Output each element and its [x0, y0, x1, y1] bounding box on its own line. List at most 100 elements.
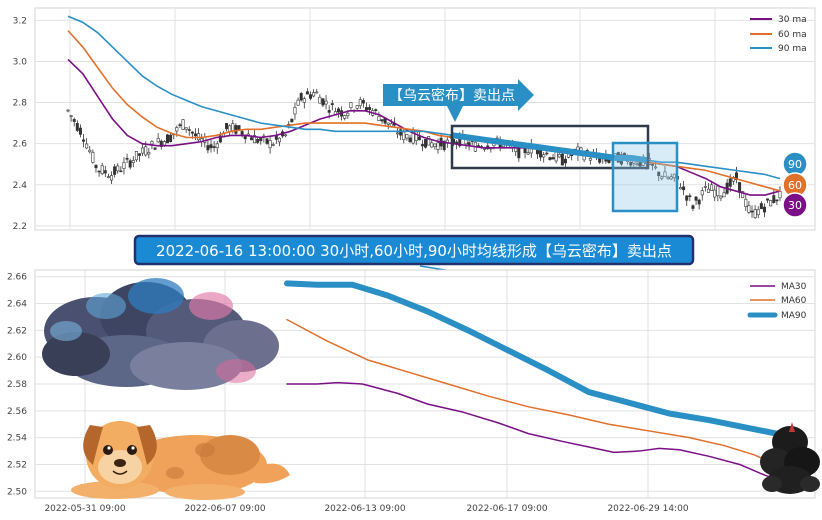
badge-30 [782, 192, 808, 218]
candle-body [134, 151, 138, 161]
candle-body [225, 123, 229, 130]
candle-body [551, 157, 555, 160]
candle-body [78, 127, 82, 135]
badge-90-label: 90 [788, 158, 802, 171]
candle-body [218, 135, 222, 143]
candle-body [231, 123, 235, 132]
candle-body [91, 151, 95, 163]
candle-body [131, 160, 135, 163]
candle-body [69, 115, 73, 117]
candle-body [685, 195, 689, 201]
candle-body [66, 109, 70, 112]
top-y-tick-label: 2.8 [13, 99, 28, 109]
candle-body [106, 176, 110, 178]
candle-body [315, 91, 319, 94]
candle-body [212, 146, 216, 148]
legend-label-60ma: 60 ma [778, 30, 807, 40]
candle-body [324, 100, 328, 105]
bottom-ma-lines [284, 280, 793, 484]
candle-body [147, 152, 151, 155]
candle-body [548, 157, 552, 160]
candle-body [249, 137, 253, 141]
candle-body [122, 162, 126, 169]
bottom-series-MA30 [286, 381, 791, 484]
top-series-90-ma [67, 15, 781, 180]
candle-body [309, 94, 313, 99]
candle-body [215, 143, 219, 149]
candle-body [386, 122, 390, 125]
candle-body [682, 186, 686, 191]
candle-body [190, 131, 194, 134]
candle-body [284, 134, 288, 137]
candle-body [380, 119, 384, 122]
candle-body [162, 141, 166, 146]
candle-body [420, 144, 424, 147]
bottom-y-tick-label: 2.54 [7, 434, 27, 444]
candle-body [399, 129, 403, 136]
candle-body [100, 165, 104, 175]
candle-body [716, 185, 720, 196]
bottom-x-tick-label: 2022-06-13 09:00 [324, 504, 405, 514]
candle-body [430, 142, 434, 148]
candle-body [545, 152, 549, 155]
bottom-y-tick-label: 2.52 [7, 460, 27, 470]
candle-body [769, 200, 773, 207]
candle-body [128, 160, 132, 168]
legend-label-MA90: MA90 [781, 311, 807, 321]
candle-body [759, 203, 763, 209]
candle-body [209, 144, 213, 149]
callout-text: 【乌云密布】卖出点 [389, 87, 515, 104]
candle-body [141, 147, 145, 154]
candle-body [436, 142, 440, 150]
candle-body [169, 134, 173, 143]
candle-body [756, 209, 760, 216]
candle-body [563, 158, 567, 164]
candle-body [119, 170, 123, 173]
dark-cloud-icon [760, 422, 820, 494]
candle-body [150, 141, 154, 145]
candle-body [396, 132, 400, 135]
badge-60-label: 60 [788, 179, 802, 192]
bottom-y-tick-label: 2.50 [7, 487, 27, 497]
candle-body [666, 176, 670, 180]
candle-body [85, 143, 89, 149]
candle-body [113, 166, 117, 175]
top-y-tick-label: 2.4 [13, 181, 28, 191]
bottom-x-tick-labels: 2022-05-31 09:00 2022-06-07 09:00 2022-06-… [44, 504, 688, 514]
legend-label-MA30: MA30 [781, 282, 807, 292]
callout-arrow-shape [383, 79, 534, 111]
candle-body [657, 171, 661, 177]
candle-body [318, 96, 322, 104]
candle-body [346, 112, 350, 116]
candle-body [694, 196, 698, 201]
candle-body [679, 187, 683, 190]
bottom-x-tick-label: 2022-06-07 09:00 [184, 504, 265, 514]
bottom-y-tick-label: 2.56 [7, 407, 27, 417]
candle-body [72, 119, 76, 122]
candle-body [361, 100, 365, 104]
candle-body [293, 106, 297, 115]
pattern-highlight-box [450, 124, 650, 170]
bottom-y-tick-label: 2.62 [7, 326, 27, 336]
top-y-tick-label: 3.0 [13, 57, 28, 67]
top-y-tick-label: 2.6 [13, 140, 28, 150]
candle-body [178, 124, 182, 127]
annotation-callout: 【乌云密布】卖出点 [383, 79, 534, 122]
candle-body [138, 153, 142, 156]
candle-body [82, 139, 86, 142]
candle-body [268, 140, 272, 149]
candle-body [327, 110, 331, 113]
badge-30-label: 30 [788, 199, 802, 212]
candle-body [330, 103, 334, 106]
candle-body [305, 91, 309, 95]
candle-body [728, 178, 732, 187]
candle-body [719, 195, 723, 199]
candle-body [299, 93, 303, 101]
dog-illustration-icon [71, 421, 290, 500]
candle-body [697, 199, 701, 205]
candle-body [405, 134, 409, 139]
candle-body [358, 99, 362, 107]
candle-body [660, 176, 664, 179]
candle-body [700, 190, 704, 196]
